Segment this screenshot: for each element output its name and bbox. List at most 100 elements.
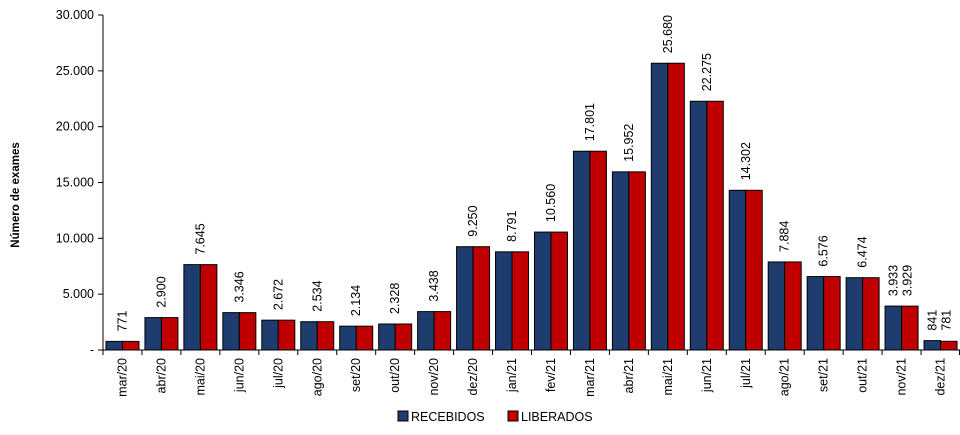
bar-liberados [901,305,919,351]
x-tick-label: set/20 [349,358,363,392]
bar-recebidos [300,321,318,351]
x-tick-label: dez/20 [466,358,480,396]
bar-recebidos [845,277,864,351]
data-label: 2.534 [310,280,324,311]
bar-liberados [940,340,958,351]
x-tick-label: dez/21 [934,358,948,396]
data-label: 6.576 [817,235,831,266]
bar-recebidos [105,340,123,351]
bar-liberados [628,171,646,351]
data-label: 17.801 [583,103,597,141]
x-tick-label: mai/20 [193,358,207,396]
bar-liberados [277,319,296,351]
x-tick-label: nov/21 [895,358,909,396]
bar-recebidos [806,276,825,351]
y-axis: - 5.000 10.000 15.000 20.000 25.000 30.000 [56,8,104,357]
data-label: 9.250 [466,205,480,236]
bar-liberados [589,150,607,351]
bar-liberados [199,264,218,351]
bar-liberados [745,189,763,351]
x-tick-label: abr/20 [154,358,168,393]
x-tick-label: abr/21 [622,358,636,393]
x-tick-label: jun/21 [700,358,714,393]
legend-swatch [397,410,409,422]
y-tick-label: - [90,343,94,357]
data-label: 3.346 [232,271,246,302]
data-label: 6.474 [856,236,870,267]
bar-liberados [355,325,374,351]
bar-recebidos [884,305,903,351]
data-label: 7.645 [193,223,207,254]
data-label: 771 [115,310,129,331]
x-tick-label: jun/20 [232,358,246,393]
bar-liberados [784,261,802,351]
x-tick-label: ago/20 [310,358,324,396]
bars [105,62,958,351]
bar-recebidos [533,231,552,351]
data-label: 7.884 [778,221,792,252]
x-tick-label: jan/21 [505,358,519,393]
bar-liberados [238,312,257,351]
data-label: 2.328 [388,283,402,314]
bar-liberados [550,231,568,351]
bar-liberados [316,321,335,351]
x-tick-label: nov/20 [427,358,441,396]
x-tick-label: ago/21 [778,358,792,396]
x-tick-label: jul/21 [739,358,753,389]
x-tick-label: out/21 [856,358,870,393]
bar-recebidos [339,325,357,351]
y-tick-label: 10.000 [56,231,94,245]
data-label: 3.438 [427,270,441,301]
y-axis-title: Número de exames [10,142,22,247]
bar-recebidos [689,100,708,351]
bar-liberados [667,62,685,351]
bar-recebidos [183,264,201,351]
x-tick-label: mai/21 [661,358,675,396]
data-label: 3.933 [887,265,901,296]
data-label: 10.560 [544,184,558,222]
x-tick-label: out/20 [388,358,402,393]
legend-swatch [507,410,519,422]
bar-recebidos [572,150,591,351]
data-label: 25.680 [661,15,675,53]
bar-liberados [394,323,413,351]
y-tick-label: 25.000 [56,64,94,78]
data-labels: 771 2.900 7.645 3.346 2.672 2.534 2.134 2.328 3.… [115,15,953,331]
bar-liberados [511,251,530,351]
bar-liberados [433,311,452,351]
bar-recebidos [728,189,747,351]
data-label: 841 [926,310,940,331]
x-axis: mar/20 abr/20 mai/20 jun/20 jul/20 ago/20 set/… [102,349,960,397]
x-tick-label: mar/20 [115,358,129,397]
bar-recebidos [923,340,942,351]
y-tick-label: 30.000 [56,8,94,22]
bar-liberados [472,246,491,351]
bar-recebidos [378,323,396,351]
bar-recebidos [611,171,630,351]
legend: RECEBIDOS LIBERADOS [397,410,593,424]
bar-recebidos [261,319,279,351]
data-label: 8.791 [505,211,519,242]
bar-recebidos [767,261,786,351]
data-label: 3.929 [901,265,915,296]
x-tick-label: set/21 [817,358,831,392]
legend-label: RECEBIDOS [411,410,485,424]
x-tick-label: mar/21 [583,358,597,397]
bar-liberados [862,277,880,351]
bar-recebidos [495,251,513,351]
bar-recebidos [456,246,474,351]
bar-liberados [823,276,841,351]
data-label: 2.134 [349,285,363,316]
bar-liberados [160,317,179,351]
bar-recebidos [144,317,162,351]
bar-liberados [121,340,140,351]
x-tick-label: fev/21 [544,358,558,392]
x-tick-label: jul/20 [271,358,285,389]
data-label: 2.672 [271,279,285,310]
bar-recebidos [650,62,669,351]
y-tick-label: 20.000 [56,120,94,134]
bar-liberados [706,100,724,351]
bar-recebidos [222,312,240,351]
data-label: 781 [940,310,954,331]
